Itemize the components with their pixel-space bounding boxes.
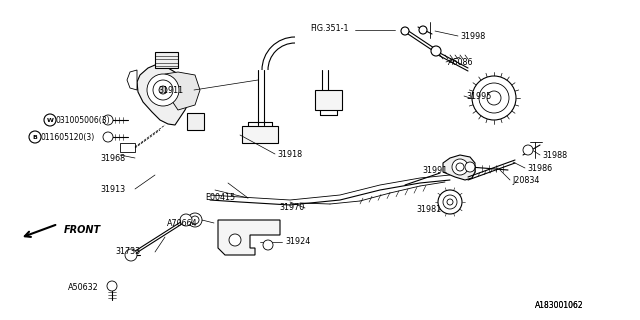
Polygon shape	[315, 90, 342, 110]
Circle shape	[229, 234, 241, 246]
Polygon shape	[120, 143, 135, 152]
Text: 31998: 31998	[460, 31, 485, 41]
Circle shape	[125, 249, 137, 261]
Circle shape	[401, 27, 409, 35]
Text: A183001062: A183001062	[535, 301, 584, 310]
Text: 31924: 31924	[285, 237, 310, 246]
Text: J20834: J20834	[512, 175, 540, 185]
Text: 011605120(3): 011605120(3)	[40, 132, 94, 141]
Text: 31995: 31995	[466, 92, 492, 100]
Text: A70664: A70664	[167, 219, 198, 228]
Text: FIG.351-1: FIG.351-1	[310, 23, 349, 33]
Polygon shape	[242, 126, 278, 143]
Circle shape	[456, 163, 464, 171]
Circle shape	[153, 80, 173, 100]
Polygon shape	[155, 52, 178, 68]
Circle shape	[44, 114, 56, 126]
Text: 31968: 31968	[100, 154, 125, 163]
Circle shape	[103, 115, 113, 125]
Circle shape	[479, 83, 509, 113]
Circle shape	[107, 281, 117, 291]
Text: 31991: 31991	[422, 165, 447, 174]
Polygon shape	[137, 65, 190, 125]
Circle shape	[419, 26, 427, 34]
Text: 31918: 31918	[277, 149, 302, 158]
Text: 31733: 31733	[115, 247, 140, 257]
Text: W: W	[47, 117, 53, 123]
Text: 31986: 31986	[527, 164, 552, 172]
Text: A50632: A50632	[68, 284, 99, 292]
Circle shape	[263, 240, 273, 250]
Text: 31981: 31981	[416, 205, 441, 214]
Circle shape	[452, 159, 468, 175]
Circle shape	[523, 145, 533, 155]
Circle shape	[443, 195, 457, 209]
Text: 031005006(3): 031005006(3)	[55, 116, 109, 124]
Text: 31913: 31913	[100, 185, 125, 194]
Polygon shape	[218, 220, 280, 255]
Circle shape	[29, 131, 41, 143]
Polygon shape	[127, 70, 137, 90]
Circle shape	[472, 76, 516, 120]
Polygon shape	[187, 113, 204, 130]
Circle shape	[431, 46, 441, 56]
Circle shape	[465, 162, 475, 172]
Text: B: B	[33, 134, 37, 140]
Text: E00415: E00415	[205, 194, 235, 203]
Text: A183001062: A183001062	[535, 301, 584, 310]
Circle shape	[438, 190, 462, 214]
Circle shape	[487, 91, 501, 105]
Circle shape	[191, 216, 199, 224]
Text: A6086: A6086	[448, 58, 474, 67]
Text: 31970: 31970	[279, 204, 304, 212]
Text: FRONT: FRONT	[64, 225, 101, 235]
Polygon shape	[160, 72, 200, 110]
Circle shape	[159, 86, 167, 94]
Circle shape	[188, 213, 202, 227]
Circle shape	[103, 132, 113, 142]
Circle shape	[180, 214, 192, 226]
Circle shape	[147, 74, 179, 106]
Polygon shape	[443, 155, 475, 180]
Text: 31911: 31911	[158, 85, 183, 94]
Circle shape	[447, 199, 453, 205]
Text: 31988: 31988	[542, 150, 567, 159]
